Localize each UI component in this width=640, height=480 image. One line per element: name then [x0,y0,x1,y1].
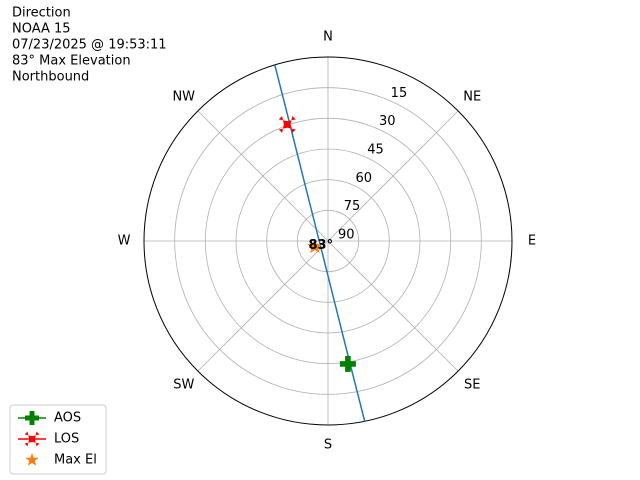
legend-marker [25,411,39,425]
legend-marker [25,453,39,466]
r-tick-label: 90 [338,228,355,243]
direction-label: SW [173,378,194,393]
outer-ring [143,56,513,426]
value-label: 83° [309,238,334,253]
direction-label: NW [172,89,195,104]
info-line: Direction [12,6,71,21]
info-line: 07/23/2025 @ 19:53:11 [12,38,167,53]
r-tick-label: 15 [391,86,408,101]
legend-label: AOS [54,411,81,426]
r-tick-label: 75 [344,199,361,214]
info-line: Northbound [12,70,89,85]
direction-label: NE [463,89,481,104]
grid-spoke [327,110,459,242]
info-line: NOAA 15 [12,22,71,37]
legend-label: LOS [54,432,79,447]
legend-label: Max El [54,453,97,468]
direction-label: W [118,234,131,249]
direction-label: SE [464,378,480,393]
r-tick-label: 60 [355,171,372,186]
info-line: 83° Max Elevation [12,54,131,69]
legend-marker [24,431,40,447]
direction-label: E [528,234,536,249]
marker-star [307,238,323,254]
grid-spoke [327,240,459,372]
marker-x [278,116,296,133]
grid-spoke [197,240,329,372]
marker-plus [339,355,356,372]
direction-label: S [324,438,332,453]
grid-spoke [197,110,329,242]
direction-label: N [323,30,333,45]
r-tick-label: 30 [379,114,396,129]
r-tick-label: 45 [367,143,384,158]
